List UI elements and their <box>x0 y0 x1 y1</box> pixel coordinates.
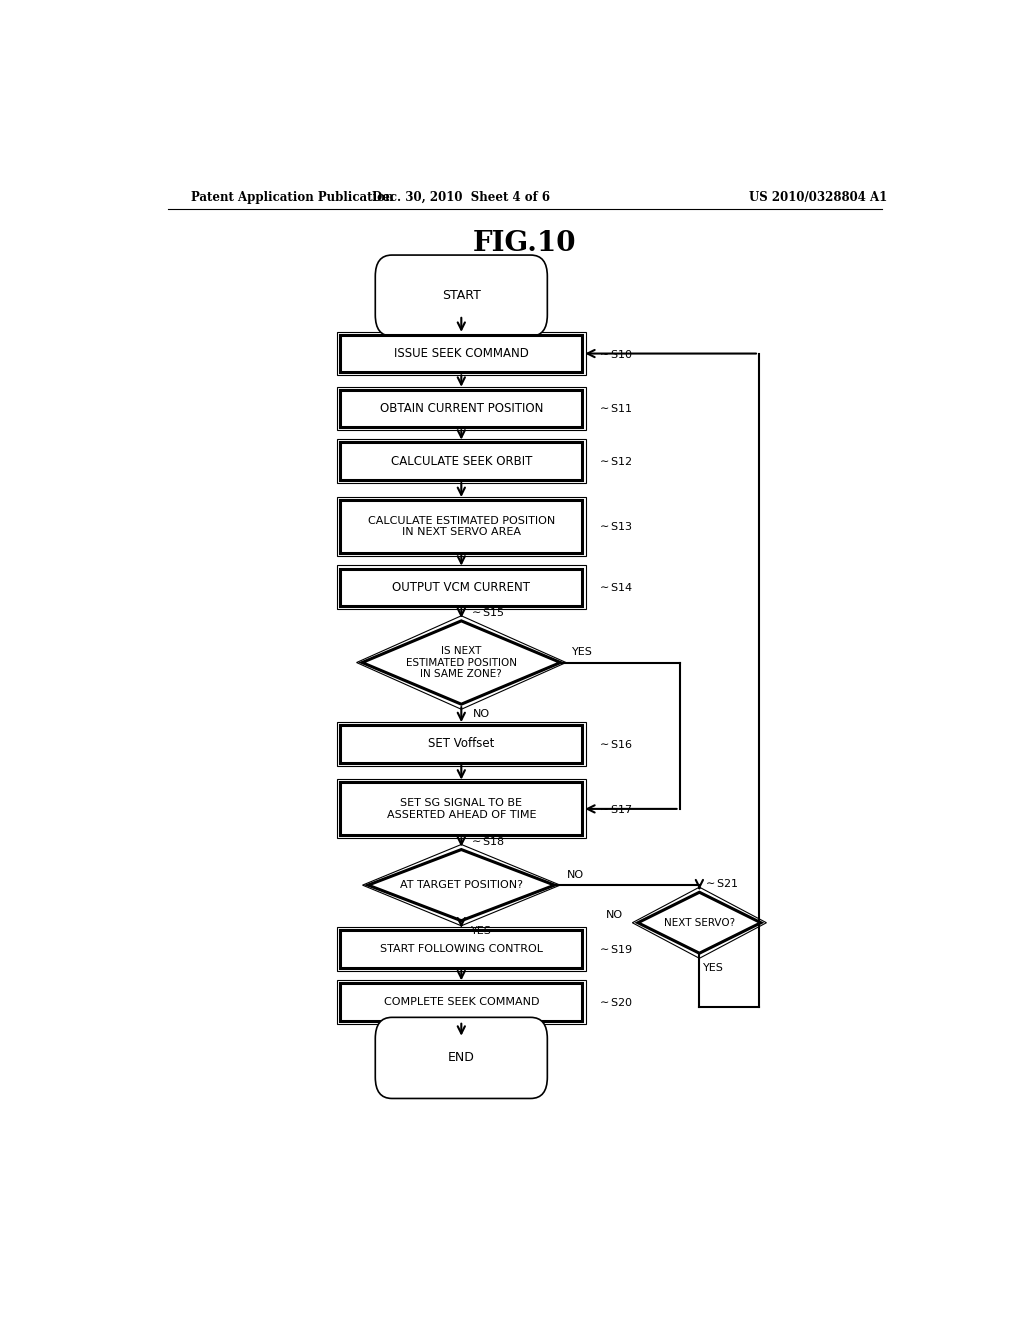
FancyBboxPatch shape <box>375 255 548 337</box>
Text: $\sim$S10: $\sim$S10 <box>597 347 633 359</box>
Text: $\sim$S13: $\sim$S13 <box>597 520 633 532</box>
Text: NO: NO <box>473 709 490 719</box>
Text: IS NEXT
ESTIMATED POSITION
IN SAME ZONE?: IS NEXT ESTIMATED POSITION IN SAME ZONE? <box>406 645 517 678</box>
Text: START FOLLOWING CONTROL: START FOLLOWING CONTROL <box>380 944 543 954</box>
Text: SET Voffset: SET Voffset <box>428 738 495 750</box>
Text: NO: NO <box>566 870 584 880</box>
FancyBboxPatch shape <box>340 569 583 606</box>
Text: $\sim$S19: $\sim$S19 <box>597 944 633 956</box>
FancyBboxPatch shape <box>340 335 583 372</box>
Text: SET SG SIGNAL TO BE
ASSERTED AHEAD OF TIME: SET SG SIGNAL TO BE ASSERTED AHEAD OF TI… <box>387 799 536 820</box>
Polygon shape <box>362 845 560 925</box>
Text: $\sim$S17: $\sim$S17 <box>597 803 633 814</box>
Text: ISSUE SEEK COMMAND: ISSUE SEEK COMMAND <box>394 347 528 360</box>
Polygon shape <box>633 887 766 958</box>
Text: FIG.10: FIG.10 <box>473 230 577 257</box>
FancyBboxPatch shape <box>337 331 586 375</box>
Text: $\sim$S15: $\sim$S15 <box>469 606 505 618</box>
Text: $\sim$S12: $\sim$S12 <box>597 455 633 467</box>
Text: END: END <box>447 1052 475 1064</box>
Polygon shape <box>362 620 560 704</box>
Text: OBTAIN CURRENT POSITION: OBTAIN CURRENT POSITION <box>380 401 543 414</box>
FancyBboxPatch shape <box>340 725 583 763</box>
FancyBboxPatch shape <box>337 387 586 430</box>
FancyBboxPatch shape <box>340 500 583 553</box>
FancyBboxPatch shape <box>337 565 586 609</box>
Text: $\sim$S21: $\sim$S21 <box>703 878 739 890</box>
Text: COMPLETE SEEK COMMAND: COMPLETE SEEK COMMAND <box>384 997 539 1007</box>
Text: NEXT SERVO?: NEXT SERVO? <box>664 917 735 928</box>
FancyBboxPatch shape <box>340 983 583 1020</box>
Text: US 2010/0328804 A1: US 2010/0328804 A1 <box>750 190 888 203</box>
FancyBboxPatch shape <box>340 931 583 968</box>
Text: Dec. 30, 2010  Sheet 4 of 6: Dec. 30, 2010 Sheet 4 of 6 <box>373 190 550 203</box>
FancyBboxPatch shape <box>340 783 583 836</box>
Text: AT TARGET POSITION?: AT TARGET POSITION? <box>399 880 523 890</box>
FancyBboxPatch shape <box>337 981 586 1024</box>
FancyBboxPatch shape <box>340 442 583 480</box>
Text: START: START <box>442 289 480 302</box>
Text: YES: YES <box>572 647 593 657</box>
Text: OUTPUT VCM CURRENT: OUTPUT VCM CURRENT <box>392 581 530 594</box>
Text: NO: NO <box>606 909 624 920</box>
FancyBboxPatch shape <box>337 928 586 972</box>
Text: $\sim$S14: $\sim$S14 <box>597 581 633 593</box>
FancyBboxPatch shape <box>337 440 586 483</box>
Text: $\sim$S11: $\sim$S11 <box>597 403 633 414</box>
Text: YES: YES <box>703 964 724 973</box>
Text: $\sim$S16: $\sim$S16 <box>597 738 633 750</box>
Text: YES: YES <box>471 925 492 936</box>
Text: $\sim$S18: $\sim$S18 <box>469 834 506 846</box>
Text: CALCULATE ESTIMATED POSITION
IN NEXT SERVO AREA: CALCULATE ESTIMATED POSITION IN NEXT SER… <box>368 516 555 537</box>
Polygon shape <box>356 615 566 709</box>
Polygon shape <box>368 850 555 921</box>
FancyBboxPatch shape <box>375 1018 548 1098</box>
FancyBboxPatch shape <box>337 779 586 838</box>
Polygon shape <box>638 892 761 953</box>
Text: $\sim$S20: $\sim$S20 <box>597 997 633 1008</box>
Text: Patent Application Publication: Patent Application Publication <box>191 190 394 203</box>
FancyBboxPatch shape <box>340 389 583 428</box>
FancyBboxPatch shape <box>337 722 586 766</box>
Text: CALCULATE SEEK ORBIT: CALCULATE SEEK ORBIT <box>390 455 532 467</box>
FancyBboxPatch shape <box>337 496 586 556</box>
